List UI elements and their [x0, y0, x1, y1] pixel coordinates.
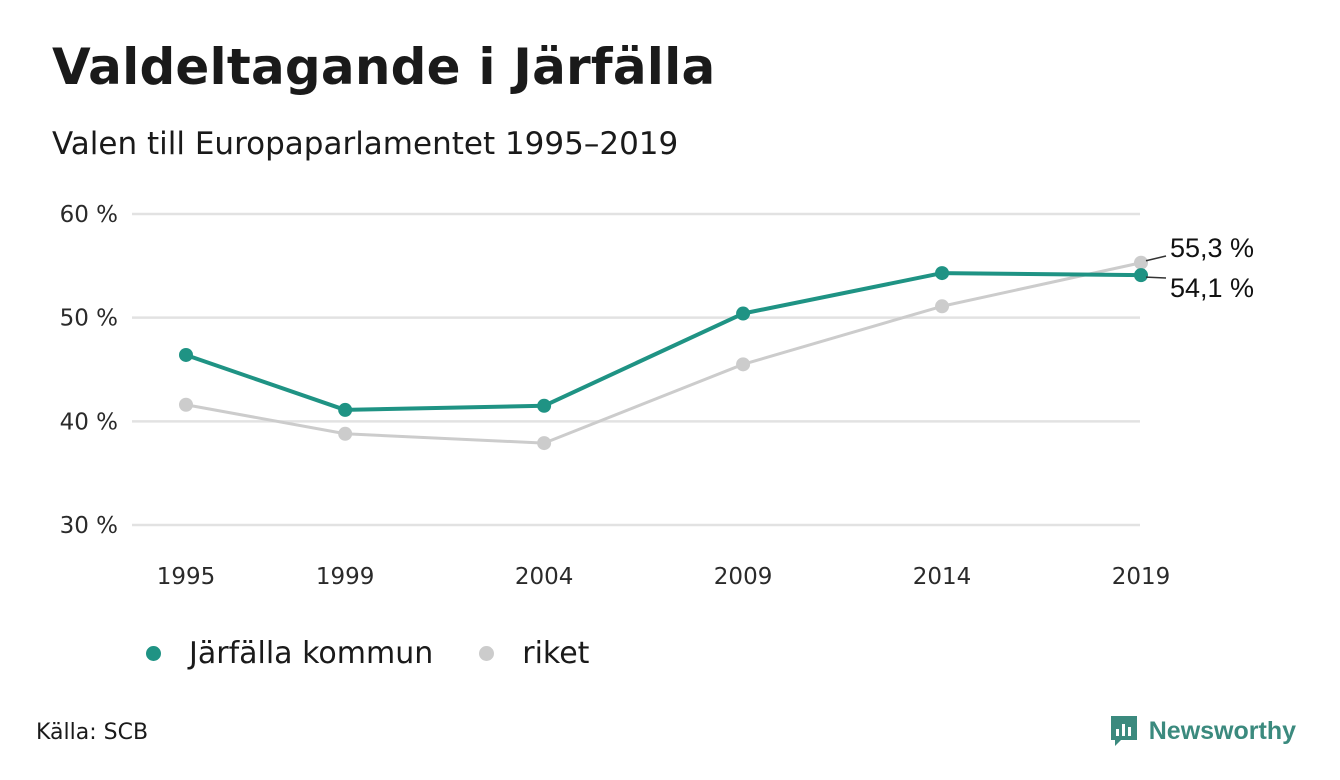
legend-marker-riket	[479, 646, 495, 661]
data-point-jarfalla	[935, 266, 950, 281]
legend-item-riket: riket	[479, 636, 589, 671]
y-tick-label: 60 %	[60, 202, 118, 228]
legend: Järfälla kommun riket	[146, 636, 635, 671]
data-point-riket	[537, 436, 552, 451]
brand-name: Newsworthy	[1148, 716, 1296, 745]
x-tick-label: 2009	[714, 564, 773, 590]
legend-label-jarfalla: Järfälla kommun	[189, 636, 434, 671]
y-tick-label: 30 %	[60, 513, 118, 539]
leader-line-riket	[1145, 255, 1167, 262]
data-point-riket	[179, 397, 193, 412]
end-label-riket: 55,3 %	[1170, 233, 1254, 263]
x-tick-label: 1995	[157, 564, 216, 590]
brand-logo: Newsworthy	[1109, 714, 1296, 748]
source-note: Källa: SCB	[36, 720, 149, 745]
data-point-riket	[935, 299, 950, 314]
y-tick-label: 40 %	[60, 409, 118, 435]
x-tick-label: 2014	[913, 564, 972, 590]
x-tick-label: 1999	[316, 564, 375, 590]
x-tick-label: 2004	[515, 564, 574, 590]
data-point-riket	[338, 426, 353, 441]
y-tick-label: 50 %	[60, 306, 118, 332]
leader-line-jarfalla	[1145, 276, 1167, 279]
newsworthy-logo-icon	[1110, 716, 1137, 746]
legend-label-riket: riket	[522, 636, 590, 671]
series-lines	[184, 261, 1143, 445]
data-point-riket	[736, 357, 751, 372]
series-points	[179, 255, 1148, 451]
data-point-jarfalla	[338, 402, 353, 417]
chart-subtitle: Valen till Europaparlamentet 1995–2019	[52, 126, 679, 162]
data-point-jarfalla	[179, 347, 193, 362]
end-labels: 55,3 % 54,1 %	[1145, 233, 1254, 303]
line-chart: 60 % 50 % 40 % 30 % 1995 1999 2004 2009 2014 201…	[60, 202, 1255, 590]
series-line-riket	[184, 261, 1143, 445]
data-point-jarfalla	[537, 398, 552, 413]
data-point-jarfalla	[1134, 268, 1148, 283]
data-point-riket	[1134, 255, 1148, 270]
legend-marker-jarfalla	[146, 646, 161, 661]
data-point-jarfalla	[736, 306, 751, 321]
y-axis-ticks: 60 % 50 % 40 % 30 %	[60, 202, 118, 539]
chart-title: Valdeltagande i Järfälla	[52, 38, 716, 96]
x-tick-label: 2019	[1112, 564, 1171, 590]
series-line-jarfalla	[184, 271, 1143, 412]
end-label-jarfalla: 54,1 %	[1170, 273, 1254, 303]
gridlines	[132, 212, 1140, 527]
legend-item-jarfalla: Järfälla kommun	[146, 636, 433, 671]
x-axis-ticks: 1995 1999 2004 2009 2014 2019	[157, 564, 1171, 590]
